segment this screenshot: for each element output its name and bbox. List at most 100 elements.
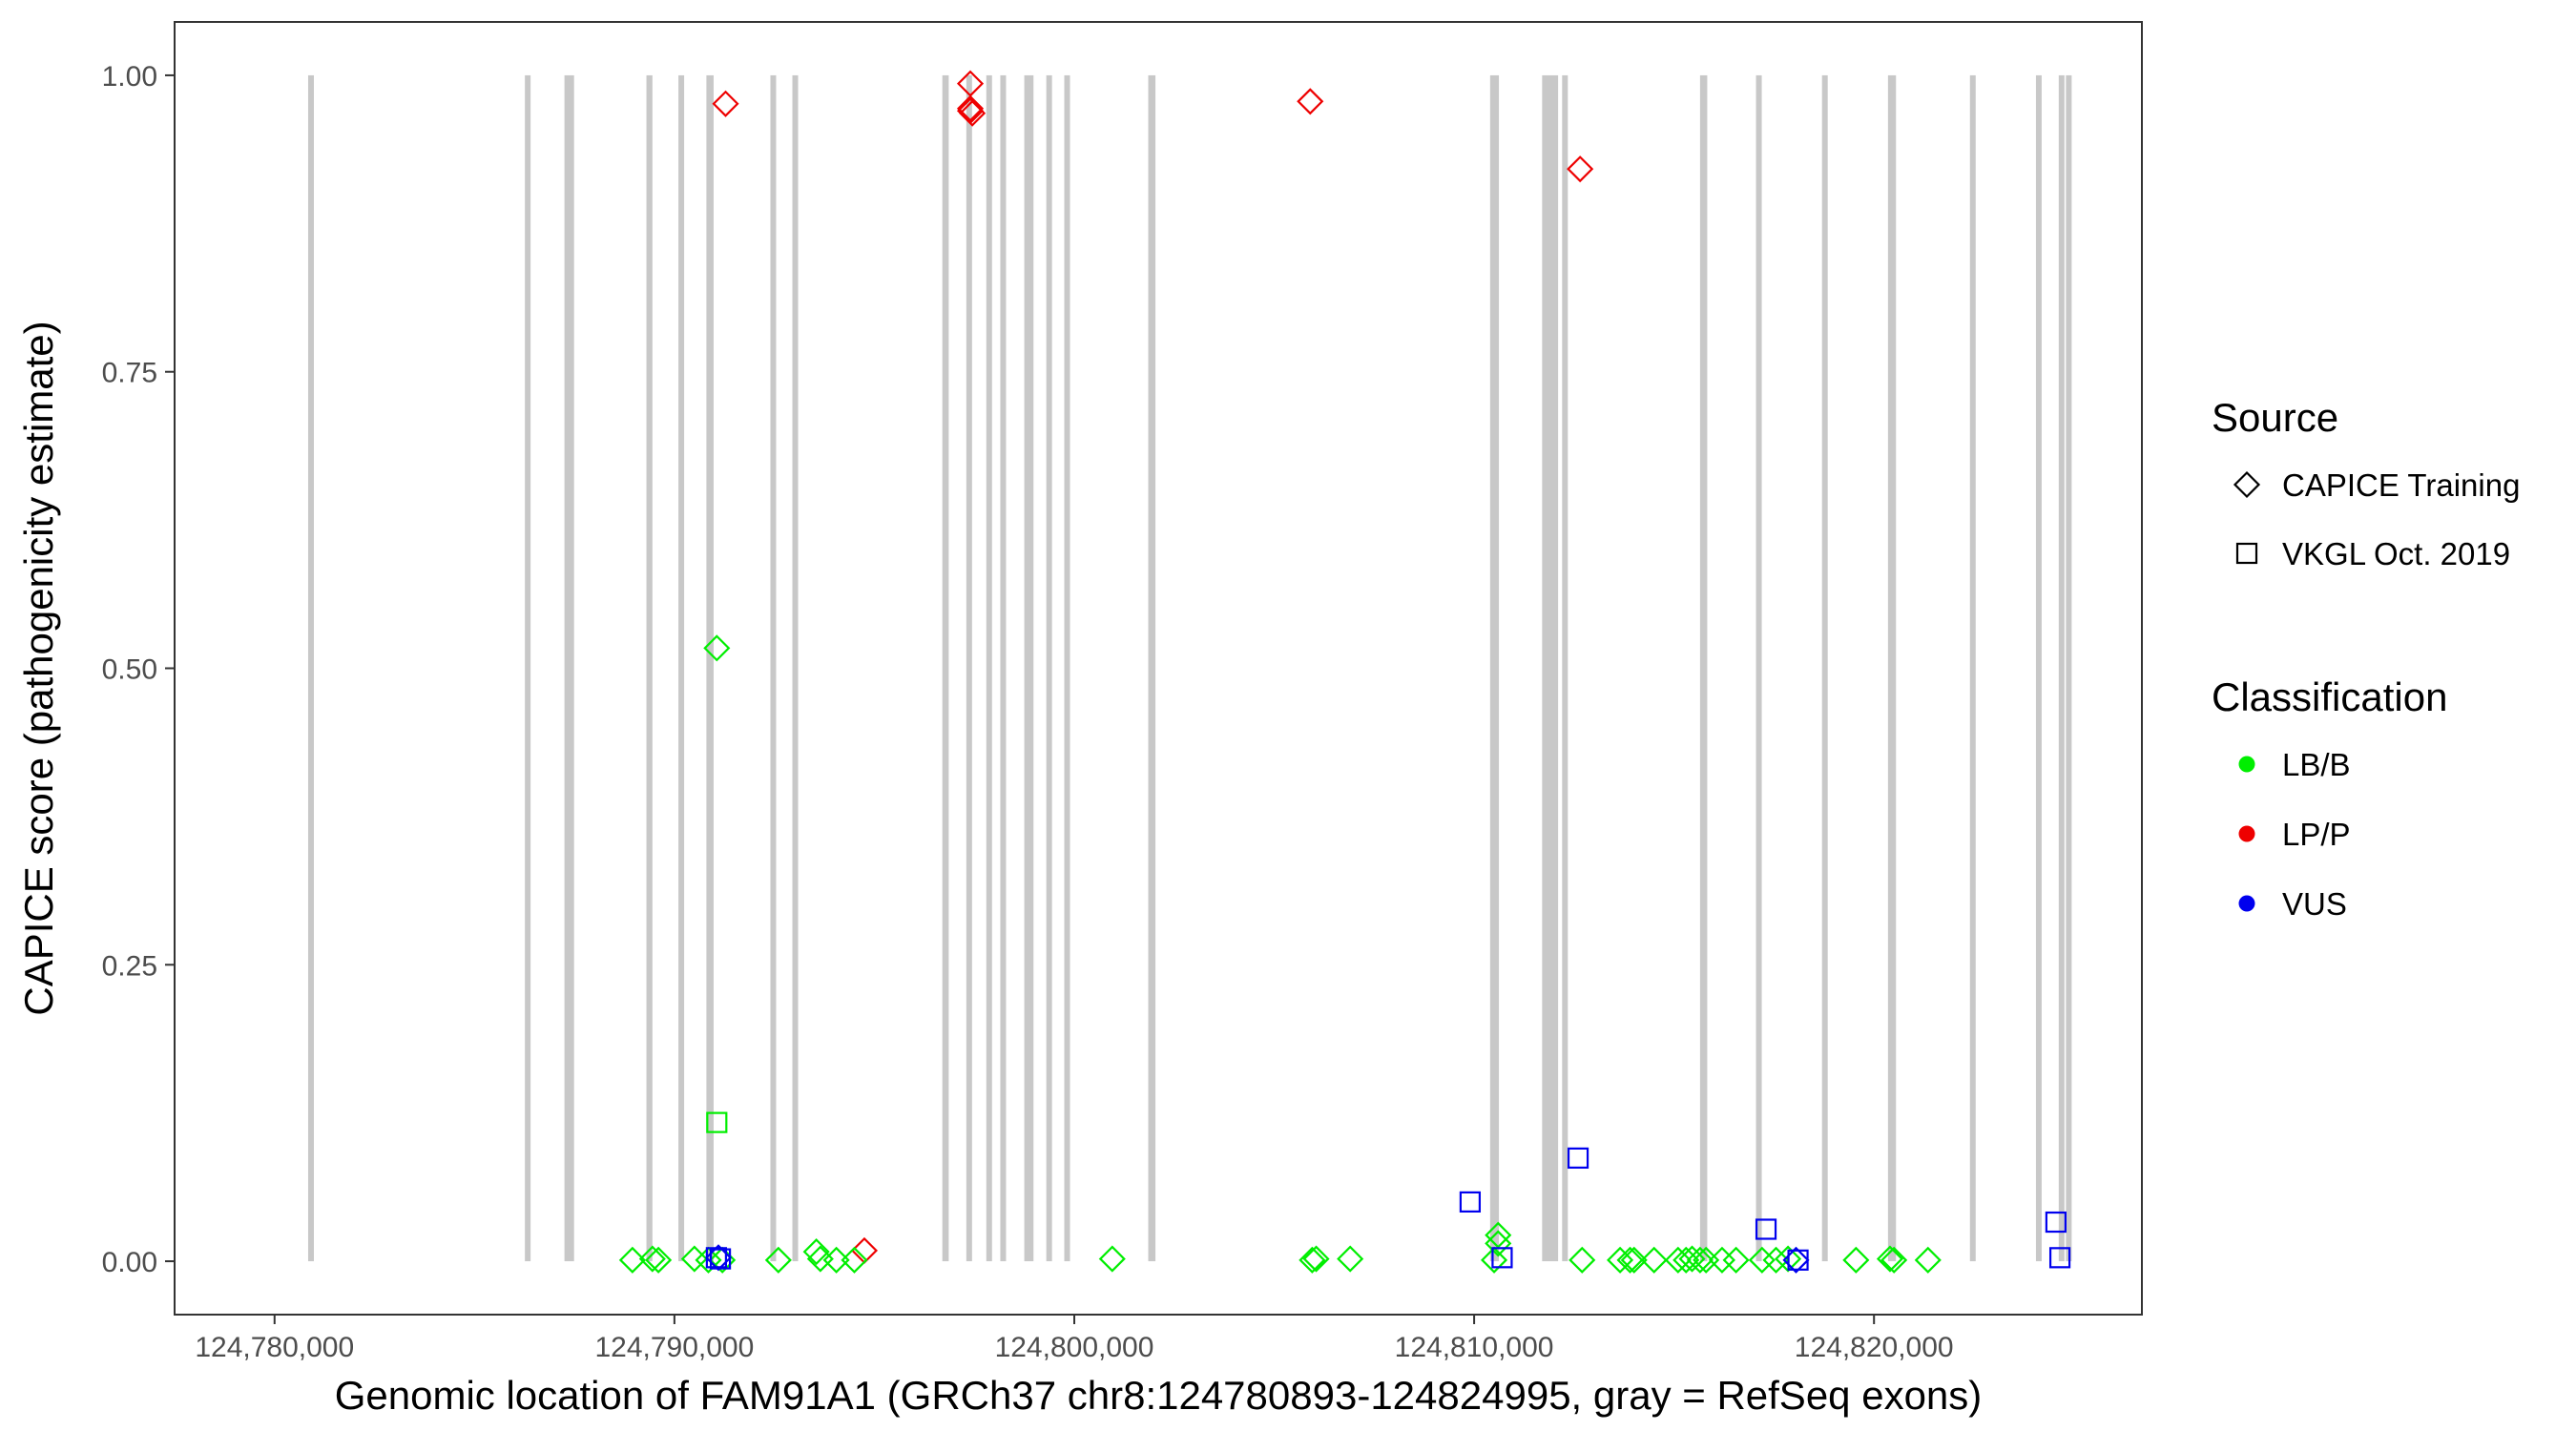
data-point-diamond-lpp-0-2	[956, 94, 985, 122]
exon-band-26	[2066, 74, 2072, 1262]
y-axis-title: CAPICE score (pathogenicity estimate)	[16, 321, 61, 1015]
data-point-square-vus-4-6	[1787, 1249, 1809, 1271]
exon-band-21	[1755, 74, 1762, 1262]
exon-band-2	[564, 74, 574, 1262]
data-point-square-vus-4-4	[1567, 1147, 1589, 1170]
exon-band-17	[1542, 74, 1559, 1262]
data-point-square-vus-4-5	[1755, 1218, 1777, 1240]
data-point-diamond-lbb-1-37	[1914, 1246, 1942, 1274]
exon-band-23	[1887, 74, 1897, 1262]
legend-label: LP/P	[2282, 817, 2351, 852]
data-point-diamond-lbb-1-19	[1568, 1246, 1596, 1274]
data-point-square-lbb-3-0	[706, 1111, 728, 1133]
data-point-diamond-lbb-1-31	[1748, 1246, 1776, 1274]
y-tick-label: 1.00	[102, 61, 157, 93]
exon-band-19	[2058, 74, 2065, 1262]
exon-band-10	[986, 74, 992, 1262]
data-point-diamond-lbb-1-12	[1098, 1245, 1126, 1273]
legend-key-vus	[2238, 895, 2255, 912]
data-point-diamond-lbb-1-34	[1842, 1246, 1870, 1274]
x-tick-label: 124,800,000	[995, 1332, 1154, 1363]
legend-label: VKGL Oct. 2019	[2282, 536, 2510, 571]
exon-band-15	[1148, 74, 1156, 1262]
data-point-diamond-lbb-1-30	[1722, 1246, 1750, 1274]
exon-band-14	[1064, 74, 1070, 1262]
exon-band-3	[646, 74, 653, 1262]
exon-bands	[307, 74, 2072, 1262]
x-tick-label: 124,820,000	[1795, 1332, 1954, 1363]
data-point-diamond-lbb-1-22	[1620, 1246, 1648, 1274]
exon-band-1	[525, 74, 531, 1262]
data-point-diamond-lbb-1-17	[1485, 1230, 1512, 1257]
data-point-diamond-lbb-1-35	[1876, 1245, 1904, 1273]
data-point-diamond-lbb-1-23	[1640, 1246, 1668, 1274]
data-point-diamond-lbb-1-20	[1607, 1246, 1634, 1274]
x-axis-title: Genomic location of FAM91A1 (GRCh37 chr8…	[335, 1373, 1983, 1418]
data-point-diamond-lpp-0-0	[712, 90, 739, 117]
exon-band-12	[1024, 74, 1034, 1262]
data-point-diamond-lbb-1-36	[1880, 1246, 1908, 1274]
data-point-square-vus-4-8	[2048, 1247, 2071, 1269]
exon-band-18	[1562, 74, 1568, 1262]
data-point-diamond-lbb-1-5	[695, 1246, 722, 1274]
legend-key-lb-b	[2238, 756, 2255, 773]
data-point-diamond-lbb-1-10	[822, 1246, 850, 1274]
y-tick-label: 0.25	[102, 950, 157, 982]
data-point-square-vus-4-3	[1491, 1247, 1513, 1269]
data-point-diamond-lbb-1-3	[645, 1246, 673, 1274]
data-point-diamond-lbb-1-21	[1616, 1246, 1644, 1274]
data-point-diamond-lbb-1-33	[1775, 1245, 1802, 1273]
exon-band-5	[706, 74, 714, 1262]
data-point-diamond-lbb-1-18	[1480, 1246, 1508, 1274]
exon-band-9	[966, 74, 972, 1262]
exon-band-16	[1489, 74, 1500, 1262]
data-point-diamond-lbb-1-2	[638, 1245, 666, 1273]
y-tick-label: 0.00	[102, 1247, 157, 1278]
data-point-square-vus-4-7	[2045, 1211, 2067, 1234]
data-point-diamond-lbb-1-1	[618, 1246, 646, 1274]
data-point-diamond-lbb-1-24	[1664, 1246, 1692, 1274]
exon-band-4	[678, 74, 685, 1262]
data-point-diamond-lbb-1-32	[1762, 1246, 1790, 1274]
y-tick-label: 0.75	[102, 358, 157, 389]
exon-band-11	[1000, 74, 1007, 1262]
data-point-diamond-lbb-1-15	[1337, 1245, 1364, 1273]
x-tick-label: 124,810,000	[1395, 1332, 1554, 1363]
legend-label: CAPICE Training	[2282, 467, 2520, 503]
data-point-square-vus-4-0	[705, 1247, 727, 1269]
legend-title: Source	[2212, 395, 2338, 440]
data-point-diamond-lbb-1-29	[1708, 1246, 1735, 1274]
legend-label: VUS	[2282, 886, 2347, 922]
exon-band-20	[1699, 74, 1708, 1262]
data-points	[618, 70, 2071, 1274]
legend-key-lp-p	[2238, 825, 2255, 842]
data-point-diamond-lbb-1-16	[1485, 1221, 1512, 1249]
legend: Source CAPICE Training VKGL Oct. 2019 Class…	[2212, 395, 2520, 922]
data-point-square-vus-4-2	[1459, 1191, 1482, 1213]
data-point-diamond-lbb-1-27	[1686, 1246, 1714, 1274]
legend-title: Classification	[2212, 674, 2447, 719]
exon-band-24	[1969, 74, 1976, 1262]
legend-label: LB/B	[2282, 747, 2351, 782]
exon-band-0	[307, 74, 314, 1262]
data-point-diamond-lpp-0-4	[959, 99, 987, 127]
exon-band-25	[2035, 74, 2042, 1262]
data-point-diamond-lbb-1-8	[802, 1238, 830, 1266]
exon-band-22	[1821, 74, 1828, 1262]
data-point-square-vus-4-1	[709, 1248, 732, 1270]
data-point-diamond-lpp-0-6	[1567, 156, 1594, 183]
exon-band-7	[792, 74, 799, 1262]
x-axis: 124,780,000 124,790,000 124,800,000 124,810…	[195, 1315, 1954, 1363]
legend-key-vkgl-oct-2019	[2235, 542, 2258, 565]
legend-key-capice-training	[2233, 470, 2261, 499]
data-point-diamond-lbb-1-0	[703, 634, 731, 662]
y-axis: 0.00 0.25 0.50 0.75 1.00	[102, 61, 175, 1278]
data-point-diamond-lbb-1-7	[764, 1246, 792, 1274]
exon-band-8	[942, 74, 949, 1262]
exon-band-13	[1046, 74, 1052, 1262]
data-point-diamond-lpp-0-5	[1297, 88, 1324, 115]
x-tick-label: 124,780,000	[195, 1332, 354, 1363]
exon-band-6	[770, 74, 777, 1262]
x-tick-label: 124,790,000	[594, 1332, 754, 1363]
